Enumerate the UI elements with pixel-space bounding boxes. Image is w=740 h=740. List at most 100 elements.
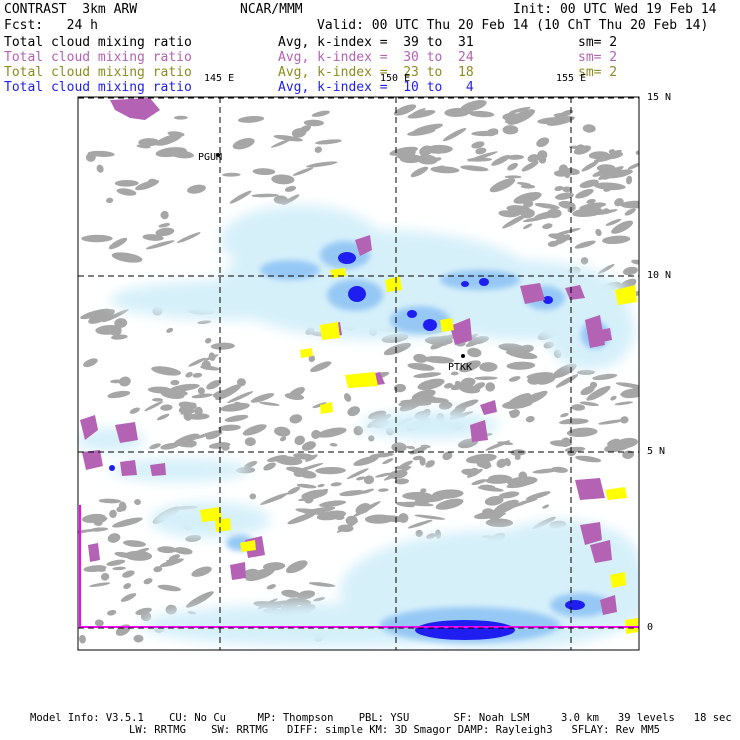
gray-cloud-patch	[407, 110, 436, 119]
gray-cloud-patch	[397, 460, 413, 470]
gray-cloud-patch	[294, 435, 305, 446]
gray-cloud-patch	[394, 478, 409, 485]
gray-cloud-patch	[301, 441, 316, 451]
gray-cloud-patch	[473, 382, 486, 390]
gray-cloud-patch	[287, 512, 317, 525]
gray-cloud-patch	[296, 483, 317, 489]
gray-cloud-patch	[609, 149, 622, 155]
gray-cloud-patch	[149, 443, 161, 450]
gray-cloud-patch	[527, 154, 540, 163]
gray-cloud-patch	[382, 458, 394, 465]
gray-cloud-patch	[160, 210, 169, 220]
gray-cloud-patch	[308, 355, 316, 363]
gray-cloud-patch	[206, 380, 222, 390]
gray-cloud-patch	[460, 100, 487, 112]
gray-cloud-patch	[485, 518, 514, 528]
lat-label-5n: 5 N	[647, 446, 666, 457]
gray-cloud-patch	[229, 190, 252, 204]
gray-cloud-patch	[106, 559, 126, 566]
gray-cloud-patch	[509, 106, 531, 114]
gray-cloud-patch	[399, 154, 423, 164]
gray-cloud-patch	[485, 440, 511, 451]
gray-cloud-patch	[626, 175, 633, 185]
gray-cloud-patch	[205, 429, 223, 440]
gray-cloud-patch	[129, 407, 140, 414]
gray-cloud-patch	[249, 493, 257, 500]
gray-cloud-patch	[116, 188, 137, 196]
gray-cloud-patch	[263, 462, 276, 471]
lon-label-145e: 145 E	[204, 73, 235, 84]
gray-cloud-patch	[314, 146, 322, 153]
gray-cloud-patch	[210, 342, 235, 350]
gray-cloud-patch	[347, 406, 360, 417]
gray-cloud-patch	[109, 509, 117, 519]
forecast-hour: Fcst: 24 h	[4, 18, 98, 33]
gray-cloud-patch	[187, 184, 206, 194]
map-frame	[77, 96, 640, 651]
gray-cloud-patch	[378, 488, 389, 492]
gray-cloud-patch	[252, 168, 276, 176]
gray-cloud-patch	[143, 578, 153, 585]
gray-cloud-patch	[118, 501, 127, 512]
gray-cloud-patch	[375, 472, 392, 478]
gray-cloud-patch	[286, 466, 309, 474]
gray-cloud-patch	[274, 426, 291, 437]
gray-cloud-patch	[83, 565, 107, 573]
gray-cloud-patch	[488, 474, 513, 484]
gray-cloud-patch	[87, 150, 115, 157]
gray-cloud-patch	[308, 582, 336, 587]
gray-cloud-patch	[414, 514, 446, 520]
gray-cloud-patch	[284, 392, 305, 401]
gray-cloud-patch	[356, 476, 366, 481]
gray-cloud-patch	[208, 442, 231, 449]
gray-cloud-patch	[310, 361, 332, 373]
gray-cloud-patch	[147, 386, 173, 394]
gray-cloud-patch	[106, 197, 114, 204]
gray-cloud-patch	[506, 481, 530, 489]
gray-cloud-patch	[554, 185, 564, 192]
gray-cloud-patch	[562, 186, 572, 193]
gray-cloud-patch	[155, 133, 182, 146]
gray-cloud-patch	[414, 495, 439, 503]
gray-cloud-patch	[471, 141, 485, 149]
gray-cloud-patch	[505, 116, 515, 124]
gray-cloud-patch	[284, 185, 297, 192]
gray-cloud-patch	[157, 584, 181, 592]
lat-lon-grid	[78, 97, 639, 650]
gray-cloud-patch	[218, 424, 241, 431]
gray-cloud-patch	[442, 451, 453, 461]
gray-cloud-patch	[153, 566, 163, 573]
gray-cloud-patch	[620, 200, 639, 209]
gray-cloud-patch	[407, 519, 433, 529]
gray-cloud-patch	[160, 404, 173, 411]
gray-cloud-patch	[301, 489, 328, 500]
gray-cloud-patch	[187, 413, 210, 420]
gray-cloud-patch	[614, 401, 634, 406]
gray-cloud-patch	[474, 376, 498, 381]
gray-cloud-patch	[134, 498, 141, 506]
gray-cloud-patch	[432, 489, 464, 499]
gray-cloud-patch	[517, 498, 538, 505]
gray-cloud-patch	[88, 309, 115, 324]
gray-cloud-patch	[107, 390, 131, 399]
gray-cloud-patch	[579, 202, 607, 210]
gray-cloud-patch	[537, 117, 569, 125]
gray-cloud-patch	[575, 455, 602, 463]
gray-cloud-patch	[234, 401, 242, 406]
gray-cloud-patch	[144, 401, 164, 412]
gray-cloud-patch	[608, 149, 615, 154]
gray-cloud-patch	[542, 504, 550, 509]
gray-cloud-patch	[432, 165, 445, 172]
gray-cloud-patch	[336, 520, 359, 533]
gray-cloud-patch	[460, 165, 489, 172]
gray-cloud-patch	[292, 167, 314, 176]
gray-cloud-patch	[270, 138, 293, 148]
gray-cloud-patch	[509, 409, 520, 419]
gray-cloud-patch	[476, 461, 492, 469]
gray-cloud-patch	[173, 547, 193, 555]
gray-cloud-patch	[631, 259, 639, 265]
gray-cloud-patch	[411, 124, 435, 136]
gray-cloud-patch	[352, 501, 381, 518]
gray-cloud-patch	[443, 383, 454, 389]
